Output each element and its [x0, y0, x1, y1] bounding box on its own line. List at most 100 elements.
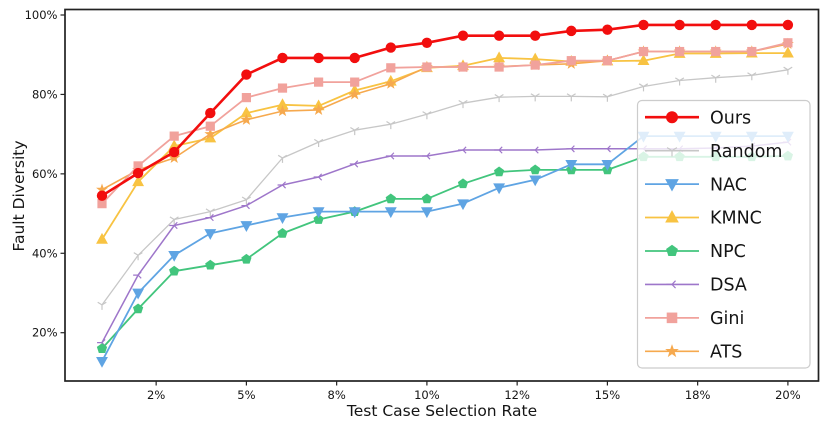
legend-item-nac: NAC — [645, 175, 747, 195]
series-kmnc-point — [96, 232, 108, 244]
series-ats-point — [312, 103, 325, 115]
series-gini-point — [602, 56, 612, 66]
series-dsa-point — [313, 173, 323, 181]
series-dsa-point — [133, 271, 142, 279]
legend-item-dsa: DSA — [645, 276, 747, 296]
legend-box — [636, 99, 811, 369]
legend-label-gini: Gini — [710, 309, 744, 329]
series-nac-point — [168, 250, 181, 262]
series-npc-point — [313, 214, 324, 224]
series-random-point — [458, 99, 468, 109]
series-ats-point — [204, 127, 217, 140]
series-ours-point — [277, 52, 288, 64]
series-gini-markers — [97, 38, 793, 209]
series-ats-point — [276, 104, 289, 117]
legend-item-npc: NPC — [645, 242, 746, 262]
series-ours-point — [746, 19, 757, 31]
series-gini-point — [169, 131, 179, 141]
series-ours-point — [602, 24, 613, 35]
series-nac-point — [565, 160, 578, 171]
series-ours-markers — [96, 19, 794, 201]
series-ours-point — [169, 146, 180, 158]
series-nac-point — [420, 207, 433, 219]
series-ats-point — [240, 113, 253, 125]
series-random-point — [494, 94, 504, 103]
x-tick-label-8-: 8% — [328, 388, 346, 402]
series-kmnc-point — [240, 106, 253, 118]
series-gini-point — [638, 46, 649, 57]
series-random-point — [350, 126, 360, 136]
series-random-point — [277, 154, 288, 163]
series-nac-point — [384, 207, 397, 219]
series-nac-point — [348, 207, 361, 219]
series-gini-point — [97, 199, 107, 209]
legend-marker-ats — [665, 344, 679, 358]
series-dsa-point — [277, 181, 287, 189]
series-kmnc-point — [781, 46, 794, 58]
series-dsa-point — [169, 221, 178, 230]
legend-marker-npc — [666, 244, 678, 256]
series-gini-point — [350, 77, 360, 87]
y-tick-label-100-: 100% — [25, 8, 58, 22]
series-random-point — [566, 93, 576, 102]
legend-item-ours: Ours — [645, 108, 751, 128]
series-kmnc-point — [204, 131, 217, 143]
legend-marker-dsa — [666, 280, 676, 289]
series-ours-point — [493, 30, 505, 41]
series-nac-point — [457, 199, 469, 211]
series-ats-point — [96, 183, 108, 195]
series-ours-point — [566, 25, 577, 37]
legend-label-ats: ATS — [710, 342, 742, 362]
series-random-point — [747, 72, 757, 81]
series-npc-point — [241, 253, 252, 264]
legend-item-ats: ATS — [645, 342, 742, 362]
legend-marker-gini — [666, 312, 678, 324]
series-npc-point — [530, 164, 541, 175]
legend-item-kmnc: KMNC — [645, 209, 762, 229]
series-gini-point — [530, 60, 540, 70]
y-axis-label: Fault Diversity — [10, 140, 28, 251]
series-gini-point — [241, 93, 251, 103]
series-npc-point — [277, 228, 288, 238]
legend-label-npc: NPC — [710, 242, 746, 262]
series-gini-point — [314, 77, 324, 87]
x-tick-label-15-: 15% — [595, 388, 621, 402]
plot-border — [64, 8, 820, 382]
series-ours-point — [313, 52, 324, 64]
series-ours-point — [96, 190, 108, 201]
series-random-point — [638, 83, 649, 92]
series-random-point — [133, 252, 143, 261]
series-dsa-point — [241, 201, 250, 210]
legend-label-nac: NAC — [710, 175, 747, 195]
legend-label-dsa: DSA — [710, 276, 747, 296]
legend-label-ours: Ours — [710, 108, 751, 128]
series-nac-point — [493, 183, 506, 195]
series-ours-point — [782, 19, 794, 31]
series-ats-point — [168, 151, 181, 164]
series-gini-point — [422, 62, 432, 72]
series-gini-point — [277, 83, 288, 93]
x-axis-label: Test Case Selection Rate — [346, 402, 537, 420]
series-kmnc-point — [493, 51, 506, 63]
series-random-point — [169, 216, 179, 225]
series-nac-point — [96, 356, 108, 368]
series-random-point — [530, 93, 540, 102]
series-nac-point — [601, 160, 614, 171]
series-random-point — [422, 111, 432, 120]
series-ats-point — [384, 77, 397, 89]
legend-marker-ours — [666, 111, 678, 124]
y-tick-label-80-: 80% — [32, 87, 58, 101]
series-nac-point — [132, 288, 145, 300]
series-ours-point — [710, 19, 721, 31]
series-random-point — [386, 121, 396, 130]
legend-marker-kmnc — [665, 210, 679, 223]
series-gini-line — [101, 41, 789, 205]
series-gini-point — [675, 46, 685, 57]
legend-marker-random — [666, 147, 678, 157]
series-dsa-point — [494, 146, 503, 154]
series-gini-point — [494, 62, 504, 72]
legend-label-random: Random — [710, 142, 782, 162]
series-nac-point — [240, 221, 253, 232]
